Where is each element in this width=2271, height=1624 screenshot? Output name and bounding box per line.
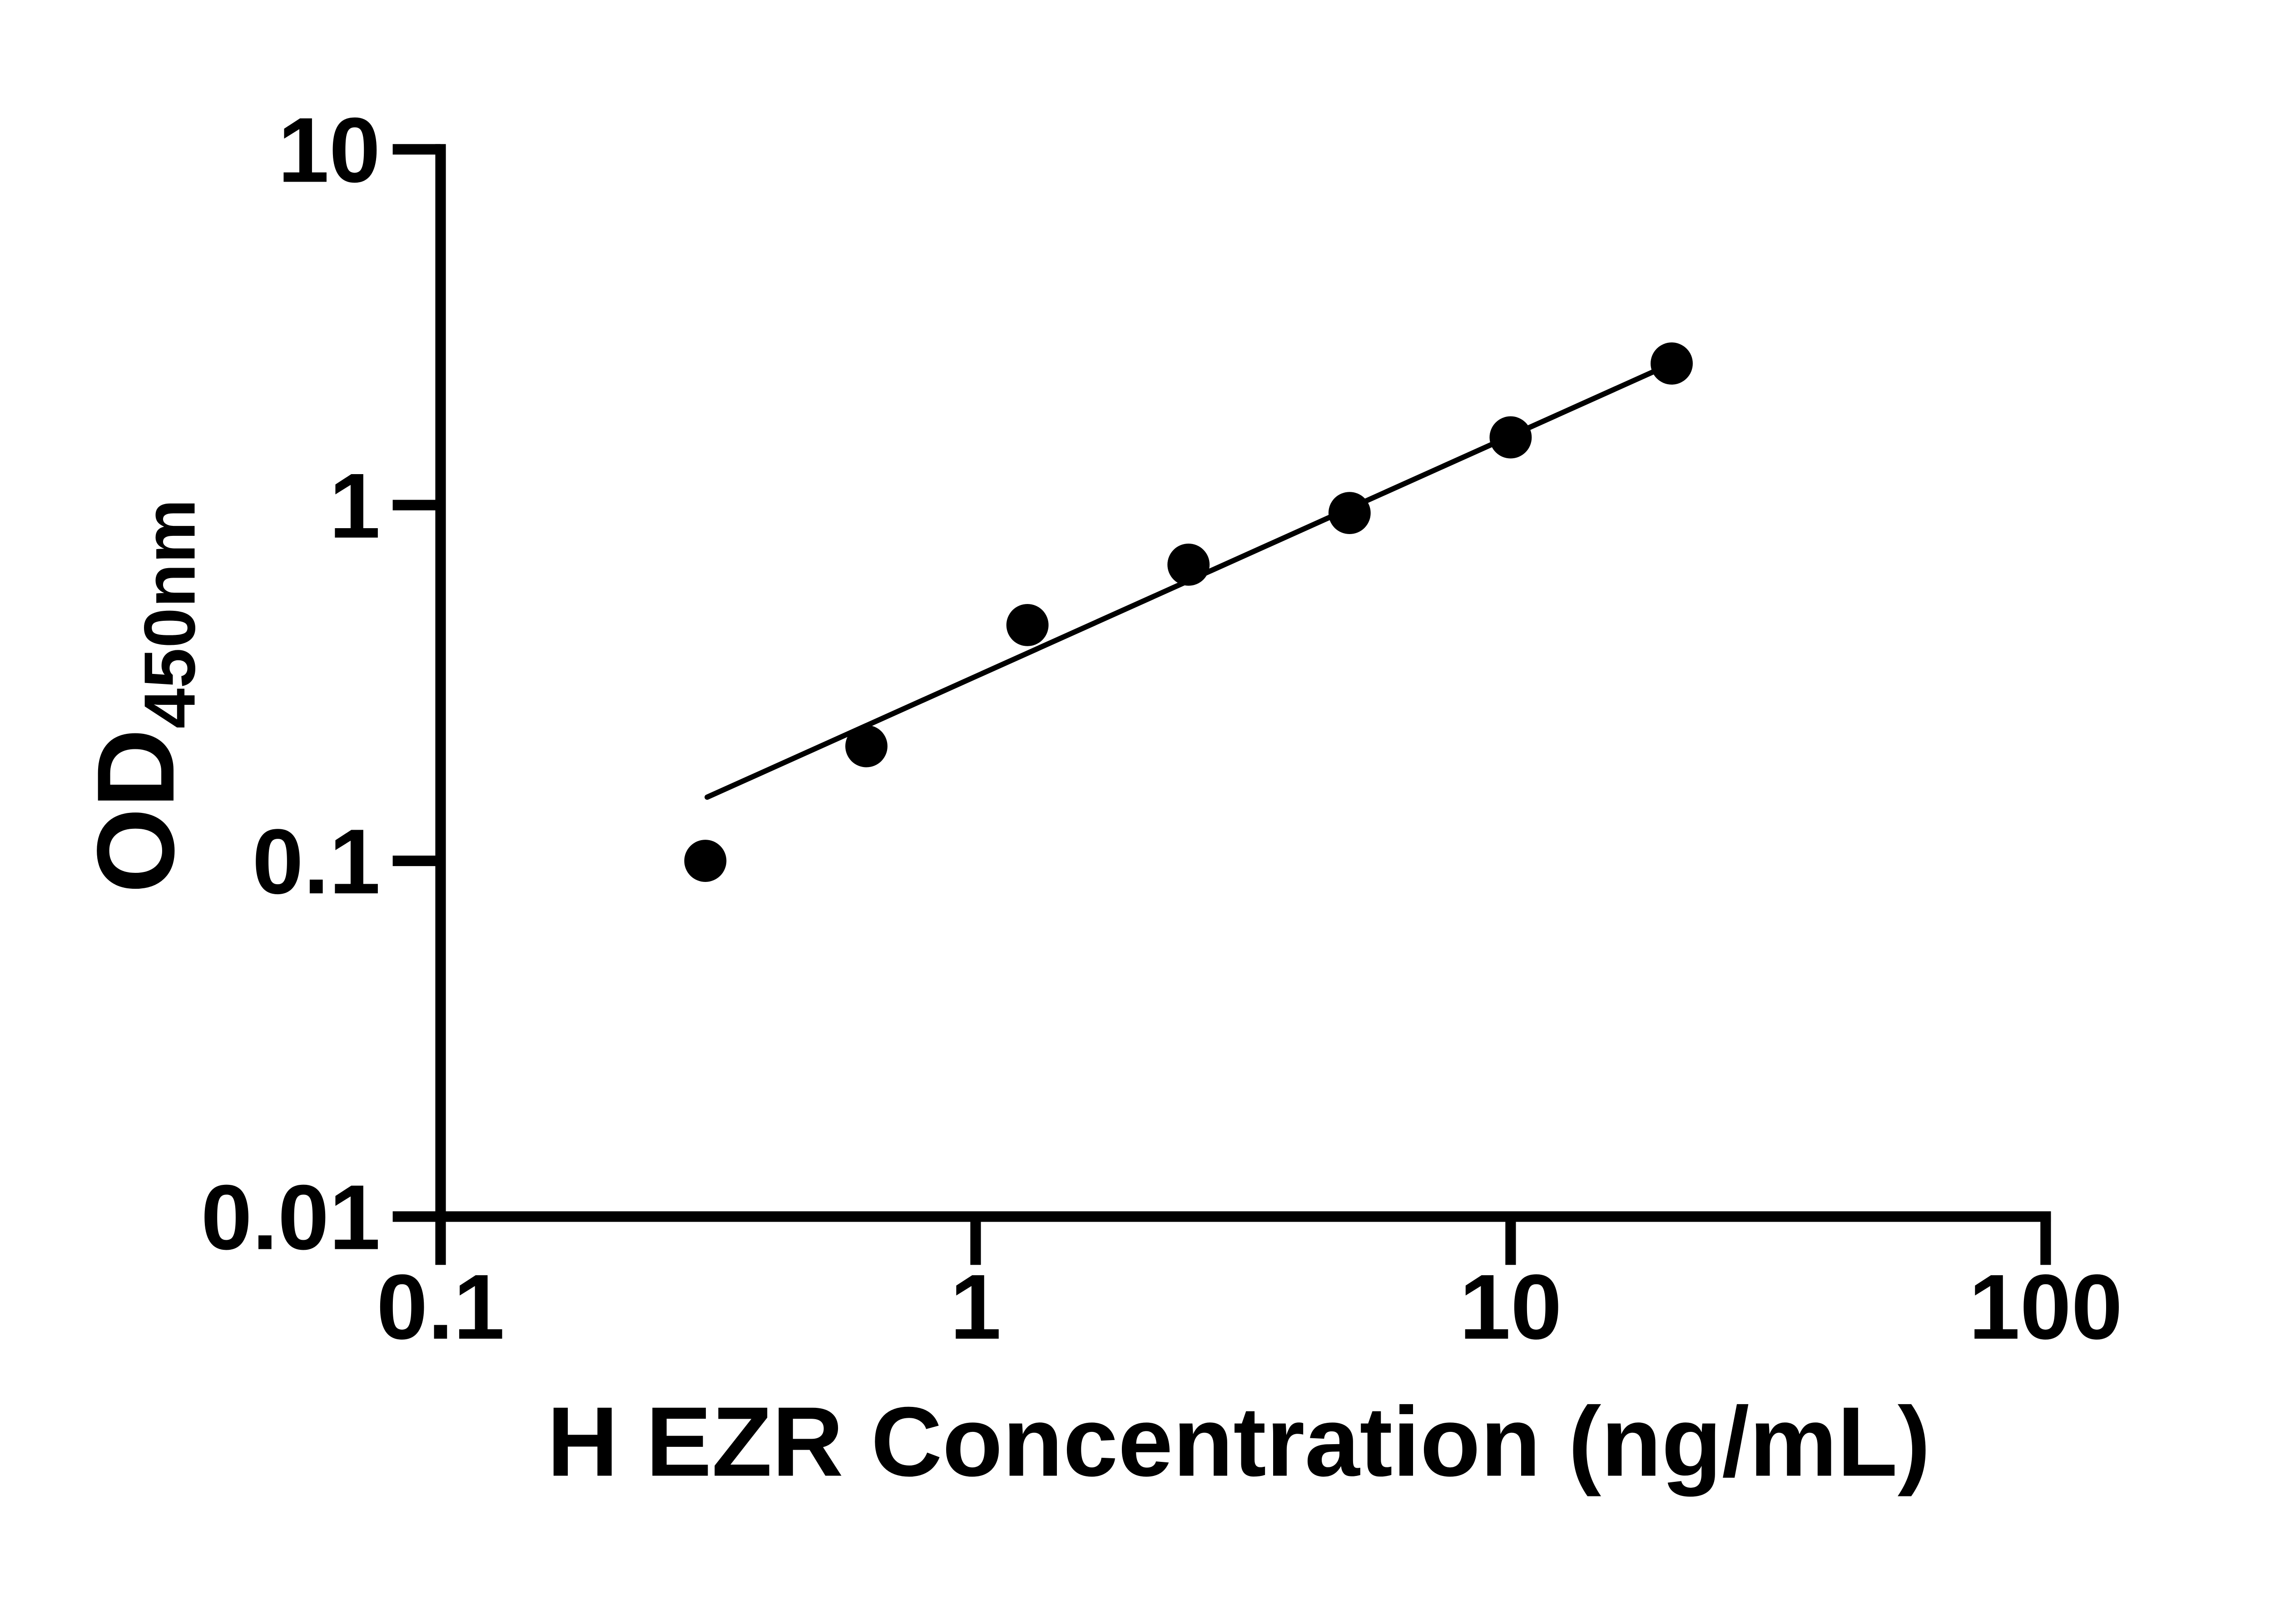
data-point: [1006, 604, 1049, 646]
data-point: [1651, 342, 1693, 385]
data-point: [1167, 543, 1210, 586]
x-tick-label: 100: [1969, 1256, 2122, 1359]
axes: [435, 144, 2051, 1222]
x-axis-ticks: 0.1 1 10 100: [377, 1216, 2122, 1359]
data-point: [684, 840, 727, 882]
y-axis-title: OD450nm: [74, 499, 210, 893]
standard-curve-figure: 0.01 0.1 1 10 0.1 1 10 100 H EZR Concentration…: [74, 99, 2123, 1497]
data-point: [1328, 492, 1371, 535]
y-axis-title-subscript: 450nm: [129, 499, 210, 729]
data-points: [684, 342, 1693, 882]
y-axis-ticks: 0.01 0.1 1 10: [201, 99, 441, 1269]
x-axis-title: H EZR Concentration (ng/mL): [547, 1387, 1930, 1497]
x-tick-label: 1: [950, 1256, 1001, 1359]
y-tick-label: 10: [278, 99, 381, 202]
x-tick-label: 10: [1459, 1256, 1562, 1359]
y-tick-label: 1: [329, 455, 381, 558]
y-tick-label: 0.01: [201, 1166, 380, 1269]
x-tick-label: 0.1: [377, 1256, 505, 1359]
y-axis-title-main: OD: [74, 728, 197, 893]
data-point: [1489, 416, 1532, 459]
y-tick-label: 0.1: [252, 810, 380, 913]
data-point: [845, 725, 888, 767]
